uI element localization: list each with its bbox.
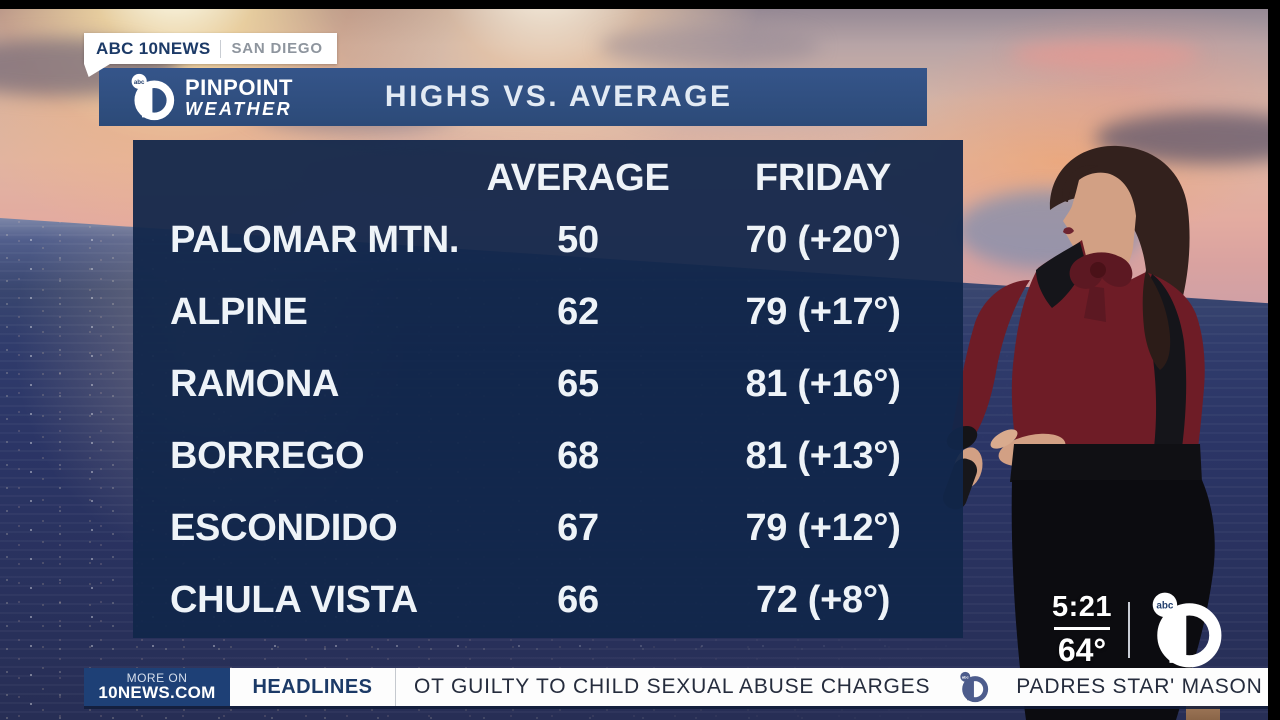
weather-table-panel: AVERAGE FRIDAY PALOMAR MTN. 50 70 (+20°)… <box>133 140 963 638</box>
presenter-skirt <box>1011 480 1215 720</box>
row-friday: 81 (+16°) <box>745 362 901 405</box>
time-temp-bug: 5:21 64° abc <box>1052 588 1226 672</box>
table-row: ESCONDIDO 67 79 (+12°) <box>133 492 963 564</box>
more-on-box: MORE ON 10NEWS.COM <box>84 668 230 706</box>
abc-logo-text: abc <box>134 79 145 86</box>
row-friday: 79 (+17°) <box>745 290 901 333</box>
row-friday: 81 (+13°) <box>745 434 901 477</box>
row-average: 50 <box>557 218 599 261</box>
ticker-item: OT GUILTY TO CHILD SEXUAL ABUSE CHARGES <box>414 675 931 698</box>
abc10-logo-icon: abc <box>960 671 989 703</box>
row-average: 65 <box>557 362 599 405</box>
header-friday: FRIDAY <box>754 156 892 199</box>
ticker-item: PADRES STAR' MASON MILLER TO <box>1016 675 1280 698</box>
letterbox-bar-top <box>0 0 1280 9</box>
clock-time: 5:21 <box>1052 591 1113 623</box>
headlines-label-box: HEADLINES <box>230 668 396 706</box>
row-friday: 79 (+12°) <box>745 506 901 549</box>
presenter-shoulder-trim <box>1036 242 1086 308</box>
news-ticker: MORE ON 10NEWS.COM HEADLINES OT GUILTY T… <box>84 668 1280 709</box>
ticker-strip: OT GUILTY TO CHILD SEXUAL ABUSE CHARGES … <box>396 668 1280 706</box>
more-on-line1: MORE ON <box>126 670 188 685</box>
segment-title: HIGHS VS. AVERAGE <box>384 80 733 113</box>
row-friday: 70 (+20°) <box>745 218 901 261</box>
table-row: BORREGO 68 81 (+13°) <box>133 420 963 492</box>
badge-divider <box>220 39 222 58</box>
presenter-hair-fringe <box>1062 165 1098 202</box>
time-temp-stack: 5:21 64° <box>1052 591 1112 669</box>
row-location: ALPINE <box>170 290 308 333</box>
bug-vertical-divider <box>1128 602 1131 658</box>
presenter-waistband <box>1010 444 1202 482</box>
badge-station-text: ABC 10NEWS <box>96 38 211 58</box>
row-location: PALOMAR MTN. <box>170 218 460 261</box>
row-average: 68 <box>557 434 599 477</box>
abc10-logo-icon: abc <box>131 73 175 121</box>
row-location: BORREGO <box>170 434 365 477</box>
table-row: PALOMAR MTN. 50 70 (+20°) <box>133 204 963 276</box>
cloud <box>1010 42 1200 68</box>
brand-weather: WEATHER <box>185 98 293 119</box>
abc10-logo-icon: abc <box>1152 592 1222 668</box>
row-average: 67 <box>557 506 599 549</box>
presenter-lips <box>1063 227 1074 235</box>
table-header-row: AVERAGE FRIDAY <box>133 152 963 204</box>
presenter-finger <box>990 429 1018 449</box>
weather-presenter <box>942 145 1215 720</box>
cloud <box>600 26 820 66</box>
header-average: AVERAGE <box>486 156 670 199</box>
pinpoint-weather-brand: abc PINPOINT WEATHER <box>125 71 293 123</box>
presenter-bow-tail <box>1084 286 1106 322</box>
badge-city-text: SAN DIEGO <box>231 40 323 57</box>
more-on-line2: 10NEWS.COM <box>98 683 216 703</box>
row-location: RAMONA <box>170 362 340 405</box>
table-row: ALPINE 62 79 (+17°) <box>133 276 963 348</box>
station-badge: ABC 10NEWS SAN DIEGO <box>84 33 337 77</box>
row-friday: 72 (+8°) <box>755 578 891 621</box>
presenter-bow-knot <box>1090 262 1106 278</box>
table-row: CHULA VISTA 66 72 (+8°) <box>133 564 963 636</box>
row-location: ESCONDIDO <box>170 506 398 549</box>
abc-logo-text: abc <box>962 674 970 679</box>
brand-words: PINPOINT WEATHER <box>185 74 293 119</box>
bug-divider-line <box>1054 627 1111 630</box>
segment-header-bar: abc PINPOINT WEATHER HIGHS VS. AVERAGE <box>99 68 927 126</box>
headlines-label: HEADLINES <box>252 675 373 698</box>
presenter-arm <box>952 280 1030 442</box>
letterbox-bar-right <box>1268 0 1280 720</box>
row-average: 66 <box>557 578 599 621</box>
brand-pinpoint: PINPOINT <box>185 74 293 100</box>
presenter-hair-strand <box>1142 270 1171 370</box>
current-temperature: 64° <box>1057 632 1107 668</box>
abc-logo-text: abc <box>1156 601 1174 612</box>
row-average: 62 <box>557 290 599 333</box>
table-row: RAMONA 65 81 (+16°) <box>133 348 963 420</box>
row-location: CHULA VISTA <box>170 578 418 621</box>
